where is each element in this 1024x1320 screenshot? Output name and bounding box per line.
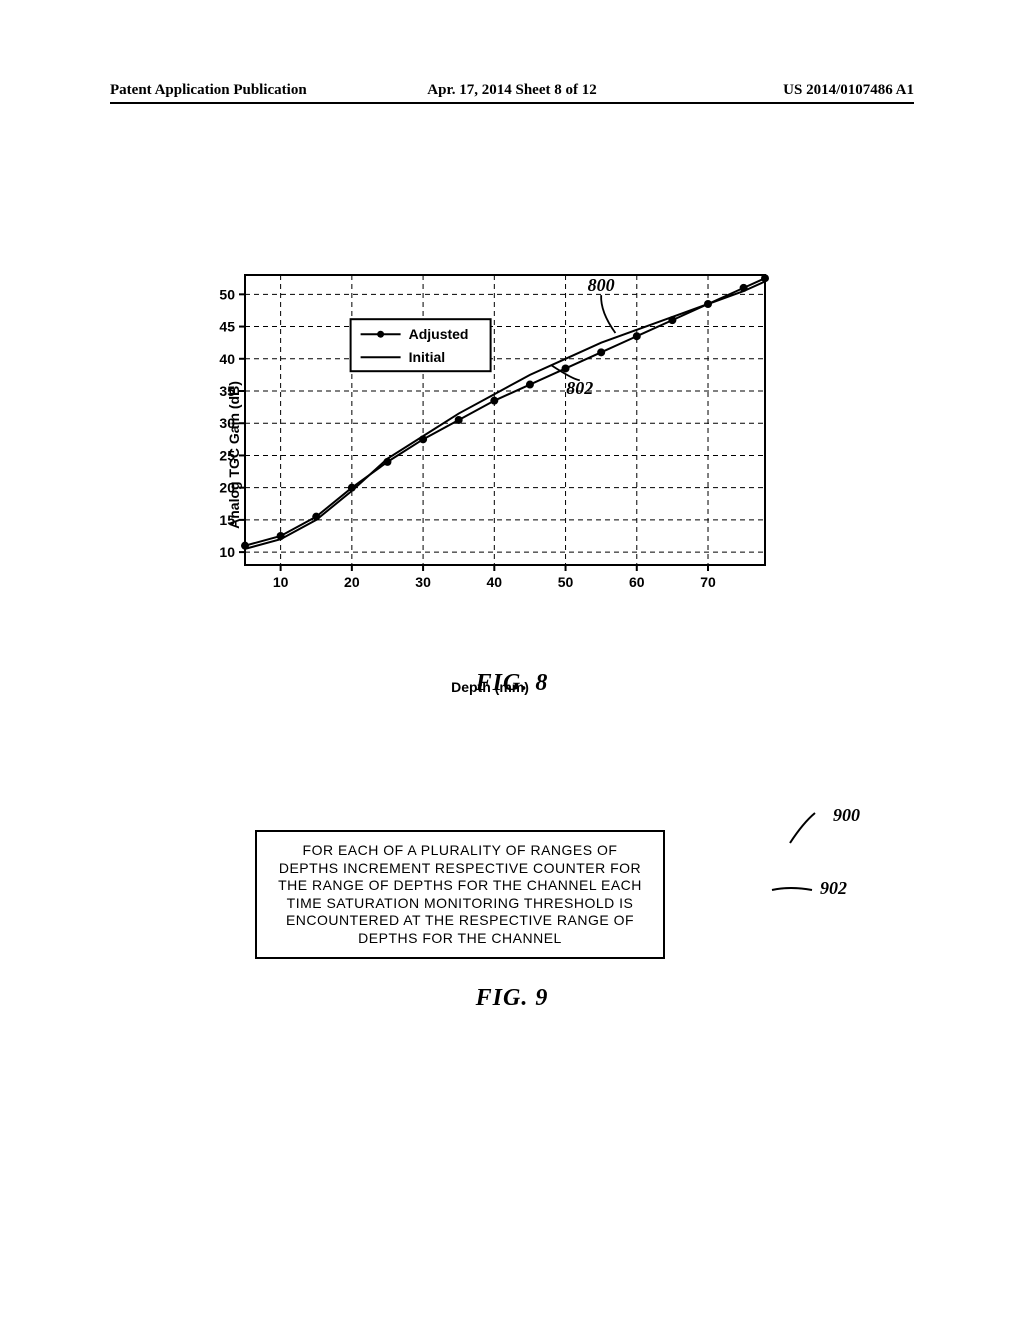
svg-text:30: 30 bbox=[219, 415, 235, 431]
svg-text:45: 45 bbox=[219, 319, 235, 335]
header-center: Apr. 17, 2014 Sheet 8 of 12 bbox=[427, 82, 596, 99]
svg-text:30: 30 bbox=[415, 574, 431, 590]
svg-text:70: 70 bbox=[700, 574, 716, 590]
fig8-svg: 10 20 30 40 50 60 70 10 15 20 25 30 35 40 45 50 Adjusted… bbox=[210, 270, 770, 590]
fig8-caption: FIG. 8 bbox=[476, 670, 549, 697]
fig9-leader-902 bbox=[770, 880, 820, 900]
svg-text:15: 15 bbox=[219, 512, 235, 528]
svg-text:Initial: Initial bbox=[409, 349, 446, 365]
svg-text:20: 20 bbox=[219, 480, 235, 496]
fig8-chart-container: Analog TGC Gain (dB) 1020304050607010152… bbox=[210, 270, 770, 640]
svg-text:800: 800 bbox=[588, 275, 615, 295]
svg-text:40: 40 bbox=[487, 574, 503, 590]
fig9-callout-902: 902 bbox=[820, 878, 847, 899]
svg-text:20: 20 bbox=[344, 574, 360, 590]
header-rule bbox=[110, 102, 914, 104]
svg-text:25: 25 bbox=[219, 447, 235, 463]
fig9-caption: FIG. 9 bbox=[476, 985, 549, 1012]
svg-text:50: 50 bbox=[558, 574, 574, 590]
fig9-leader-900 bbox=[785, 808, 825, 848]
svg-text:10: 10 bbox=[273, 574, 289, 590]
fig9-callout-900: 900 bbox=[833, 805, 860, 826]
header-left: Patent Application Publication bbox=[110, 82, 307, 99]
svg-text:35: 35 bbox=[219, 383, 235, 399]
patent-page: Patent Application Publication Apr. 17, … bbox=[0, 0, 1024, 1320]
page-header: Patent Application Publication Apr. 17, … bbox=[110, 82, 914, 99]
svg-text:10: 10 bbox=[219, 544, 235, 560]
svg-text:50: 50 bbox=[219, 286, 235, 302]
svg-text:60: 60 bbox=[629, 574, 645, 590]
fig8-chart: 10 20 30 40 50 60 70 10 15 20 25 30 35 40 45 50 Adjusted… bbox=[210, 270, 770, 590]
svg-text:802: 802 bbox=[566, 378, 593, 398]
fig9-box: FOR EACH OF A PLURALITY OF RANGES OF DEP… bbox=[255, 830, 665, 959]
svg-text:Adjusted: Adjusted bbox=[409, 326, 469, 342]
svg-text:40: 40 bbox=[219, 351, 235, 367]
fig9-container: 900 FOR EACH OF A PLURALITY OF RANGES OF… bbox=[240, 830, 800, 959]
header-right: US 2014/0107486 A1 bbox=[783, 82, 914, 99]
